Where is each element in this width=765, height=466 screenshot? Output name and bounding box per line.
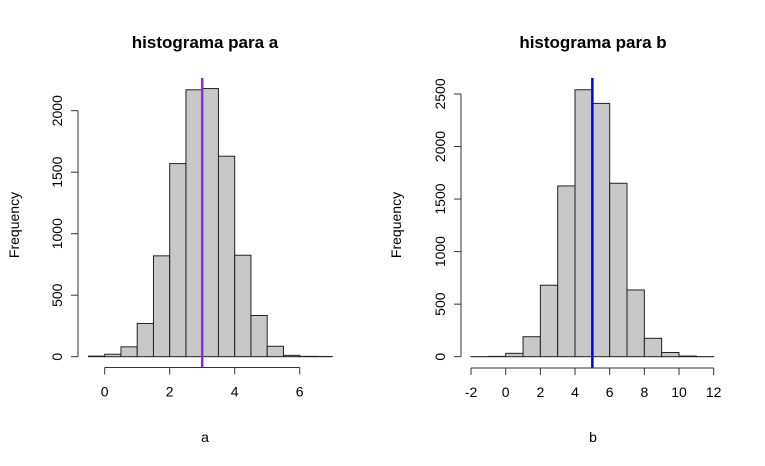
y-tick-label: 1000	[432, 236, 448, 267]
x-tick-label: 6	[296, 384, 304, 400]
x-tick-label: 2	[166, 384, 174, 400]
y-axis-label: Frequency	[6, 192, 22, 258]
y-tick-label: 500	[432, 292, 448, 316]
histogram-bar	[505, 352, 524, 358]
histogram-bar	[557, 185, 576, 358]
y-tick-label: 1500	[432, 183, 448, 214]
histogram-bar	[266, 345, 284, 358]
x-tick-label: -2	[465, 384, 478, 400]
x-axis-label: b	[589, 429, 597, 445]
panel-1: histograma para a a Frequency 0 2 4 6 0 500 1000 1…	[6, 33, 333, 445]
histogram-bar	[104, 353, 122, 358]
x-tick-label: 8	[640, 384, 648, 400]
y-tick-label: 2000	[49, 95, 65, 126]
histogram-bar	[574, 89, 593, 358]
histogram-bar	[282, 354, 301, 358]
histogram-bar	[169, 163, 187, 358]
y-tick-label: 500	[49, 283, 65, 307]
y-tick-label: 1000	[49, 218, 65, 249]
panel-2: histograma para b b Frequency -2 0 2 4 6 8 10 12 0 5…	[388, 33, 722, 445]
y-tick-label: 0	[49, 353, 65, 361]
histogram-bar	[234, 254, 252, 358]
x-axis-label: a	[201, 429, 209, 445]
histogram-bar	[250, 314, 268, 358]
histogram-bar	[217, 155, 236, 358]
histogram-bar	[152, 255, 171, 358]
histogram-bar	[609, 182, 628, 358]
histogram-bar	[643, 337, 663, 358]
histogram-bar	[120, 346, 138, 358]
chart-title: histograma para a	[132, 33, 279, 52]
histogram-bar	[185, 89, 203, 358]
histogram-bar	[136, 322, 154, 358]
y-tick-label: 1500	[49, 156, 65, 187]
histogram-bar	[591, 102, 611, 358]
x-tick-label: 4	[231, 384, 239, 400]
histogram-bar	[678, 355, 697, 358]
y-axis-label: Frequency	[388, 192, 404, 258]
chart-title: histograma para b	[519, 33, 666, 52]
x-tick-label: 2	[536, 384, 544, 400]
x-tick-label: 12	[706, 384, 722, 400]
x-tick-label: 10	[671, 384, 687, 400]
histogram-bar	[539, 284, 559, 358]
y-tick-label: 2000	[432, 131, 448, 162]
histogram-bar	[626, 289, 645, 358]
histogram-bar	[522, 336, 541, 358]
histogram-bar	[201, 88, 219, 358]
y-tick-label: 2500	[432, 78, 448, 109]
x-tick-label: 0	[502, 384, 510, 400]
y-tick-label: 0	[432, 353, 448, 361]
x-tick-label: 0	[101, 384, 109, 400]
histogram-bar	[661, 351, 680, 358]
x-tick-label: 6	[606, 384, 614, 400]
x-tick-label: 4	[571, 384, 579, 400]
histogram-bar	[87, 355, 106, 358]
